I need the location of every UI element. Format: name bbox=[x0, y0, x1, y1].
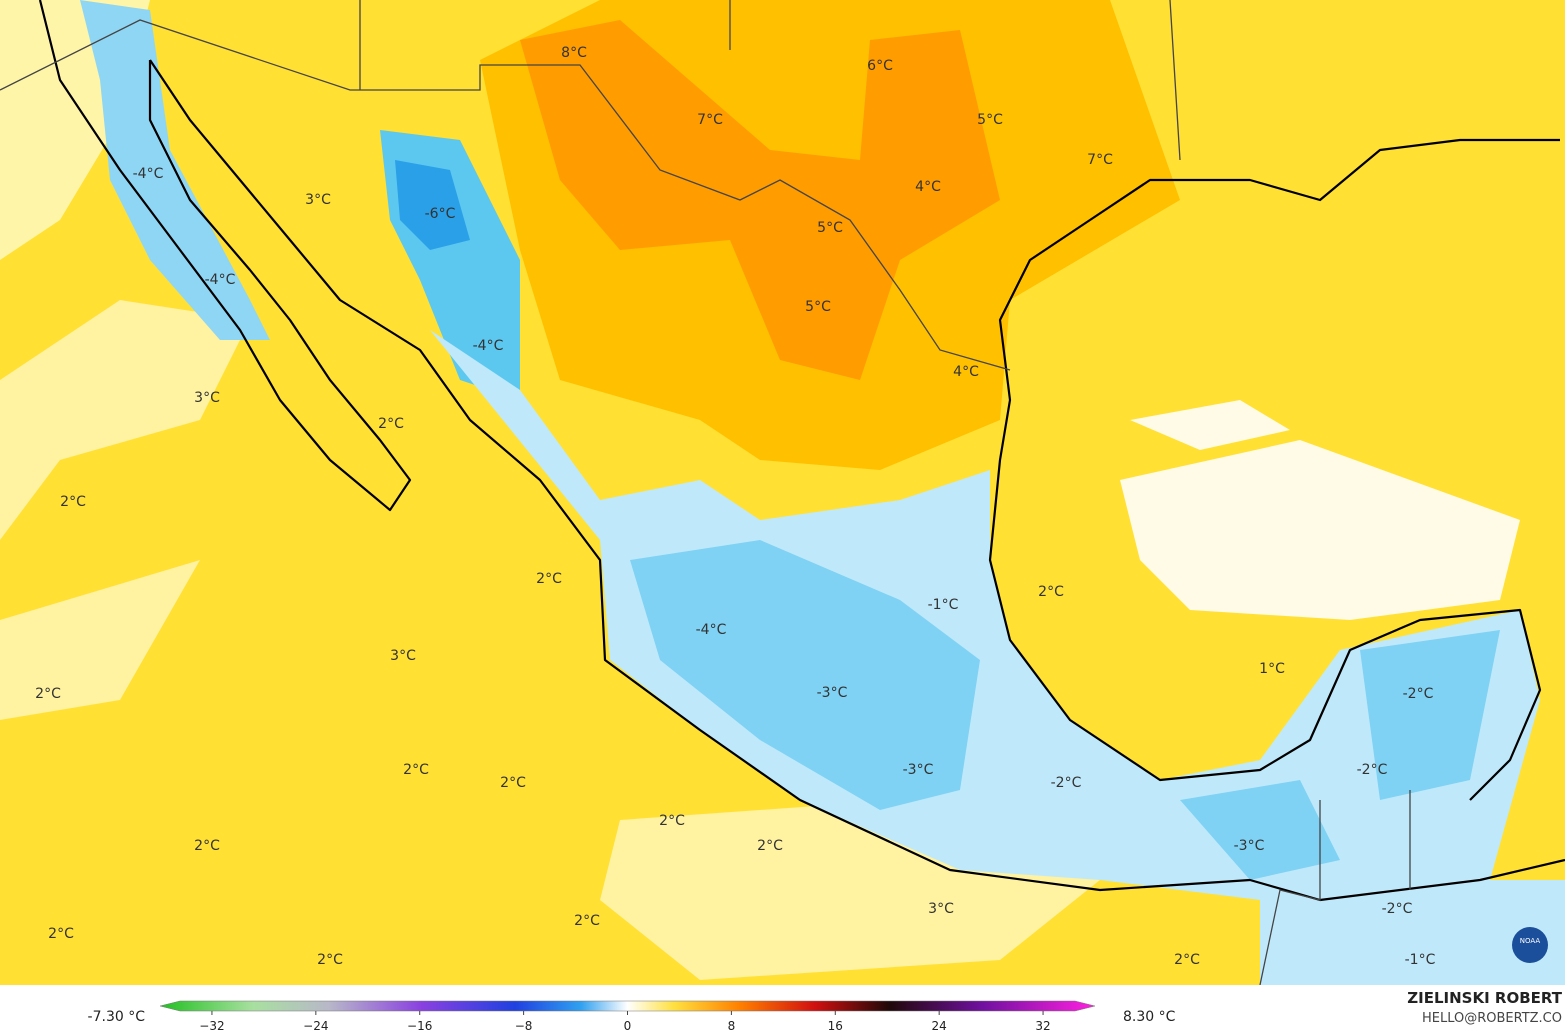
coastline bbox=[38, 0, 412, 512]
temperature-label: 2°C bbox=[757, 838, 783, 854]
colder-area bbox=[630, 540, 1500, 880]
temperature-label: -3°C bbox=[1234, 838, 1265, 854]
temperature-label: -3°C bbox=[817, 685, 848, 701]
temperature-label: 2°C bbox=[35, 686, 61, 702]
temperature-label: 4°C bbox=[953, 364, 979, 380]
colorbar-tick-label: 24 bbox=[932, 1019, 947, 1033]
temperature-label: 2°C bbox=[500, 775, 526, 791]
temperature-label: 2°C bbox=[194, 838, 220, 854]
logo-circle bbox=[1512, 927, 1548, 963]
colder-area bbox=[395, 160, 470, 250]
temperature-label: -3°C bbox=[903, 762, 934, 778]
temperature-label: -2°C bbox=[1403, 686, 1434, 702]
temperature-label: 7°C bbox=[697, 112, 723, 128]
border bbox=[0, 0, 1411, 986]
temperature-label: 3°C bbox=[305, 192, 331, 208]
author: ZIELINSKI ROBERT bbox=[1407, 989, 1562, 1007]
colorbar-tick-label: −24 bbox=[303, 1019, 328, 1033]
temperature-label: 2°C bbox=[659, 813, 685, 829]
temperature-label: 2°C bbox=[574, 913, 600, 929]
temperature-label: -2°C bbox=[1382, 901, 1413, 917]
temperature-label: 2°C bbox=[378, 416, 404, 432]
temperature-label: 2°C bbox=[403, 762, 429, 778]
colorbar-tick-label: 16 bbox=[828, 1019, 843, 1033]
temperature-label: -4°C bbox=[133, 166, 164, 182]
colorbar bbox=[159, 1000, 1096, 1012]
temperature-label: -1°C bbox=[928, 597, 959, 613]
temperature-label: 1°C bbox=[1259, 661, 1285, 677]
temperature-label: -4°C bbox=[205, 272, 236, 288]
colorbar-tick-label: 32 bbox=[1035, 1019, 1050, 1033]
temperature-label: -2°C bbox=[1357, 762, 1388, 778]
colorbar-tick-label: −8 bbox=[515, 1019, 533, 1033]
temperature-label: 2°C bbox=[1174, 952, 1200, 968]
temperature-label: -4°C bbox=[696, 622, 727, 638]
colorbar-tick-label: 0 bbox=[624, 1019, 632, 1033]
colorbar-max: 8.30 °C bbox=[1123, 1009, 1176, 1025]
calm-area bbox=[1120, 400, 1520, 620]
temperature-label: 2°C bbox=[317, 952, 343, 968]
temperature-label: -2°C bbox=[1051, 775, 1082, 791]
temperature-label: 5°C bbox=[817, 220, 843, 236]
temperature-label: 3°C bbox=[390, 648, 416, 664]
hot-area bbox=[520, 20, 1000, 380]
temperature-label: 5°C bbox=[805, 299, 831, 315]
colorbar-tick-label: −32 bbox=[199, 1019, 224, 1033]
colorbar-tick-label: −16 bbox=[407, 1019, 432, 1033]
temperature-label: 8°C bbox=[561, 45, 587, 61]
temperature-label: 2°C bbox=[48, 926, 74, 942]
coastline bbox=[988, 138, 1560, 801]
map-labels: 8°C 6°C 7°C 5°C 7°C -4°C 4°C 3°C -6°C 5°C -4°C 5°C -… bbox=[35, 45, 1435, 968]
temperature-label: 4°C bbox=[915, 179, 941, 195]
temperature-label: 2°C bbox=[1038, 584, 1064, 600]
temperature-label: -6°C bbox=[425, 206, 456, 222]
colorbar-tick-label: 8 bbox=[728, 1019, 736, 1033]
map bbox=[0, 0, 1565, 986]
temperature-label: 7°C bbox=[1087, 152, 1113, 168]
logo-text: NOAA bbox=[1520, 937, 1541, 945]
temperature-label: 5°C bbox=[977, 112, 1003, 128]
temperature-label: -1°C bbox=[1405, 952, 1436, 968]
temperature-label: 2°C bbox=[60, 494, 86, 510]
temperature-label: 6°C bbox=[867, 58, 893, 74]
colorbar-min: -7.30 °C bbox=[88, 1009, 146, 1025]
temperature-label: -4°C bbox=[473, 338, 504, 354]
temperature-label: 3°C bbox=[194, 390, 220, 406]
temperature-label: 2°C bbox=[536, 571, 562, 587]
temperature-label: 3°C bbox=[928, 901, 954, 917]
contact: HELLO@ROBERTZ.CO bbox=[1422, 1011, 1562, 1026]
legend-bar: -7.30 °C 8.30 °C ZIELINSKI ROBERT HELLO@… bbox=[0, 985, 1565, 1035]
noaa-logo: NOAA bbox=[1512, 927, 1548, 963]
